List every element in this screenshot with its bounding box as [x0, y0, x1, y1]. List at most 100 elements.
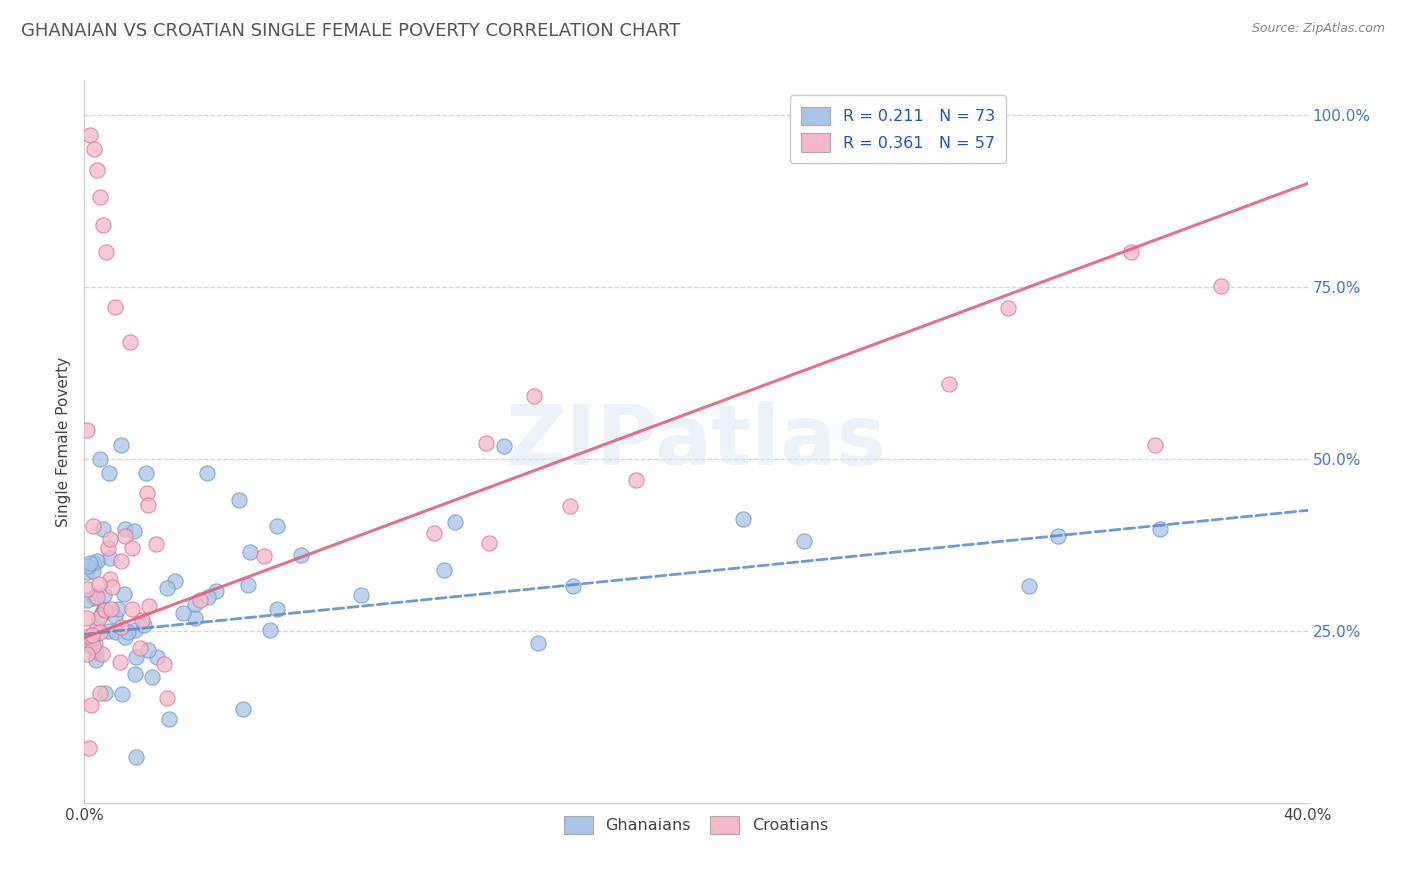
Point [184, 611, 207, 625]
Point [239, 544, 262, 558]
Point [104, 301, 127, 315]
Point [77, 559, 100, 574]
Point [80, 698, 103, 713]
Point [135, 466, 157, 480]
Point [82, 564, 104, 578]
Point [112, 587, 135, 601]
Point [350, 588, 373, 602]
Point [84, 653, 107, 667]
Point [76, 629, 98, 643]
Point [560, 500, 582, 514]
Point [433, 563, 456, 577]
Point [1046, 529, 1069, 543]
Point [184, 597, 207, 611]
Point [93, 588, 115, 602]
Point [91, 218, 114, 232]
Point [108, 655, 131, 669]
Point [76, 565, 98, 579]
Point [98, 551, 121, 566]
Point [76, 636, 98, 650]
Point [290, 548, 312, 562]
Point [562, 579, 585, 593]
Point [122, 524, 145, 539]
Point [197, 590, 219, 604]
Point [120, 334, 142, 349]
Point [76, 582, 98, 596]
Point [111, 687, 134, 701]
Point [80, 627, 103, 641]
Point [110, 438, 132, 452]
Point [523, 389, 546, 403]
Point [89, 625, 111, 640]
Point [110, 553, 132, 567]
Text: GHANAIAN VS CROATIAN SINGLE FEMALE POVERTY CORRELATION CHART: GHANAIAN VS CROATIAN SINGLE FEMALE POVER… [21, 22, 681, 40]
Point [107, 602, 129, 616]
Point [136, 486, 159, 500]
Point [1143, 438, 1166, 452]
Point [156, 690, 179, 705]
Point [236, 578, 259, 592]
Point [89, 451, 111, 466]
Point [86, 162, 108, 177]
Point [117, 625, 139, 640]
Point [121, 541, 143, 555]
Text: ZIPatlas: ZIPatlas [506, 401, 886, 482]
Point [136, 643, 159, 657]
Point [94, 686, 117, 700]
Point [131, 613, 153, 627]
Point [83, 637, 105, 651]
Point [105, 625, 128, 640]
Point [76, 593, 98, 607]
Point [443, 516, 465, 530]
Point [79, 556, 101, 570]
Point [527, 635, 550, 649]
Point [232, 702, 254, 716]
Point [731, 512, 754, 526]
Point [129, 641, 152, 656]
Point [138, 599, 160, 614]
Point [266, 519, 288, 533]
Point [124, 666, 146, 681]
Point [86, 554, 108, 568]
Point [83, 591, 105, 605]
Point [141, 670, 163, 684]
Point [100, 601, 122, 615]
Point [478, 535, 501, 549]
Point [82, 519, 104, 533]
Point [76, 647, 98, 661]
Point [165, 574, 187, 588]
Point [259, 624, 281, 638]
Point [87, 577, 110, 591]
Point [1018, 579, 1040, 593]
Point [89, 190, 111, 204]
Point [134, 617, 156, 632]
Point [82, 640, 104, 654]
Point [98, 572, 121, 586]
Point [188, 592, 211, 607]
Point [91, 522, 114, 536]
Point [91, 648, 114, 662]
Point [77, 741, 100, 756]
Point [146, 650, 169, 665]
Point [76, 423, 98, 437]
Point [492, 439, 515, 453]
Point [110, 620, 132, 634]
Point [98, 624, 121, 639]
Point [997, 301, 1019, 315]
Point [76, 638, 98, 652]
Point [1211, 279, 1233, 293]
Point [145, 537, 167, 551]
Point [97, 466, 120, 480]
Point [97, 541, 120, 555]
Point [104, 609, 127, 624]
Point [205, 584, 228, 599]
Point [157, 712, 180, 726]
Point [423, 526, 446, 541]
Point [114, 630, 136, 644]
Legend: Ghanaians, Croatians: Ghanaians, Croatians [553, 805, 839, 846]
Point [84, 589, 107, 603]
Point [84, 644, 107, 658]
Point [83, 556, 105, 570]
Point [79, 128, 101, 143]
Point [125, 650, 148, 665]
